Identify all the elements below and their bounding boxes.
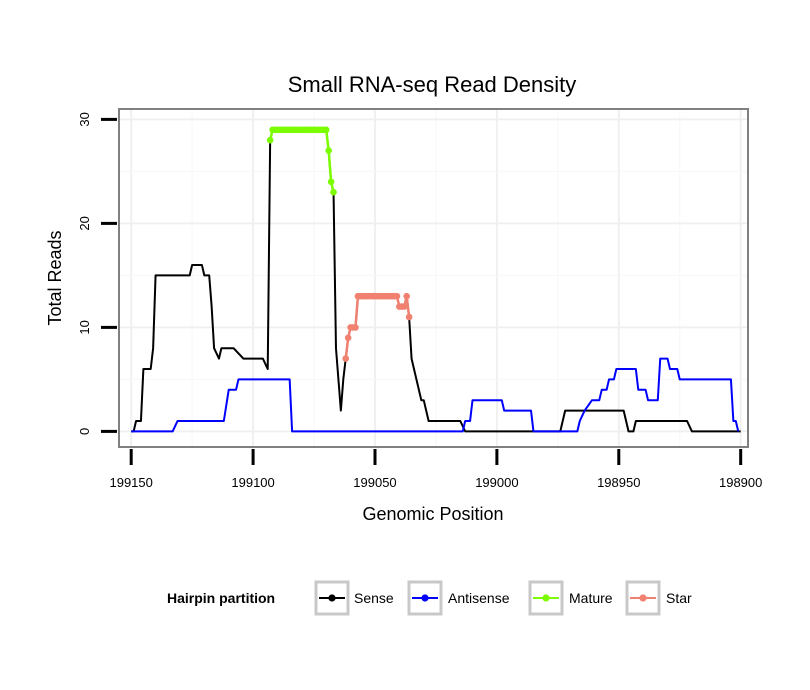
data-point-mature-25 bbox=[327, 178, 335, 186]
series-line-sense bbox=[131, 128, 741, 433]
legend-dot-sense bbox=[328, 594, 336, 602]
series-line-antisense bbox=[131, 357, 740, 433]
data-point-star-21 bbox=[393, 292, 401, 300]
x-axis: 199150 199100 199050 199000 198950 198900 bbox=[109, 449, 762, 490]
y-axis-title: Total Reads bbox=[45, 230, 65, 325]
legend-dot-mature bbox=[542, 594, 550, 602]
data-point-mature-23 bbox=[322, 126, 330, 134]
series-star bbox=[342, 292, 413, 362]
x-tick-label-0: 199150 bbox=[109, 475, 152, 490]
grid-lines bbox=[119, 109, 748, 447]
legend-label-antisense: Antisense bbox=[448, 590, 510, 606]
x-tick-label-4: 198950 bbox=[597, 475, 640, 490]
x-tick-label-2: 199050 bbox=[353, 475, 396, 490]
y-tick-label-1: 10 bbox=[77, 320, 92, 334]
legend-item-antisense: Antisense bbox=[407, 580, 510, 616]
legend-label-star: Star bbox=[666, 590, 692, 606]
data-point-star-0 bbox=[342, 355, 350, 362]
legend-dot-star bbox=[639, 594, 647, 602]
y-tick-label-2: 20 bbox=[77, 216, 92, 230]
legend-label-sense: Sense bbox=[354, 590, 394, 606]
y-axis: 0 10 20 30 bbox=[77, 112, 117, 435]
legend-item-star: Star bbox=[625, 580, 692, 616]
series-layer bbox=[131, 126, 741, 433]
legend: Hairpin partition Sense Antisense Mature St… bbox=[167, 580, 692, 616]
data-point-star-4 bbox=[352, 324, 359, 331]
chart-title: Small RNA-seq Read Density bbox=[288, 72, 577, 97]
x-axis-title: Genomic Position bbox=[362, 504, 503, 524]
data-point-star-24 bbox=[400, 303, 408, 310]
legend-item-sense: Sense bbox=[314, 580, 394, 616]
legend-item-mature: Mature bbox=[528, 580, 613, 616]
x-tick-label-3: 199000 bbox=[475, 475, 518, 490]
legend-title: Hairpin partition bbox=[167, 590, 275, 606]
data-point-mature-24 bbox=[325, 147, 332, 154]
series-antisense bbox=[131, 357, 740, 433]
series-mature bbox=[266, 126, 337, 196]
x-tick-label-5: 198900 bbox=[719, 475, 762, 490]
plot-background bbox=[119, 109, 748, 447]
data-point-star-25 bbox=[403, 292, 410, 300]
series-sense bbox=[131, 128, 741, 433]
x-tick-label-1: 199100 bbox=[231, 475, 274, 490]
plot-border bbox=[118, 108, 749, 448]
data-point-star-1 bbox=[344, 334, 352, 342]
legend-dot-antisense bbox=[421, 594, 429, 602]
data-point-star-26 bbox=[405, 313, 413, 321]
legend-label-mature: Mature bbox=[569, 590, 613, 606]
y-tick-label-0: 0 bbox=[77, 428, 92, 435]
y-tick-label-3: 30 bbox=[77, 112, 92, 126]
data-point-mature-26 bbox=[330, 188, 337, 196]
data-point-mature-0 bbox=[266, 136, 274, 144]
